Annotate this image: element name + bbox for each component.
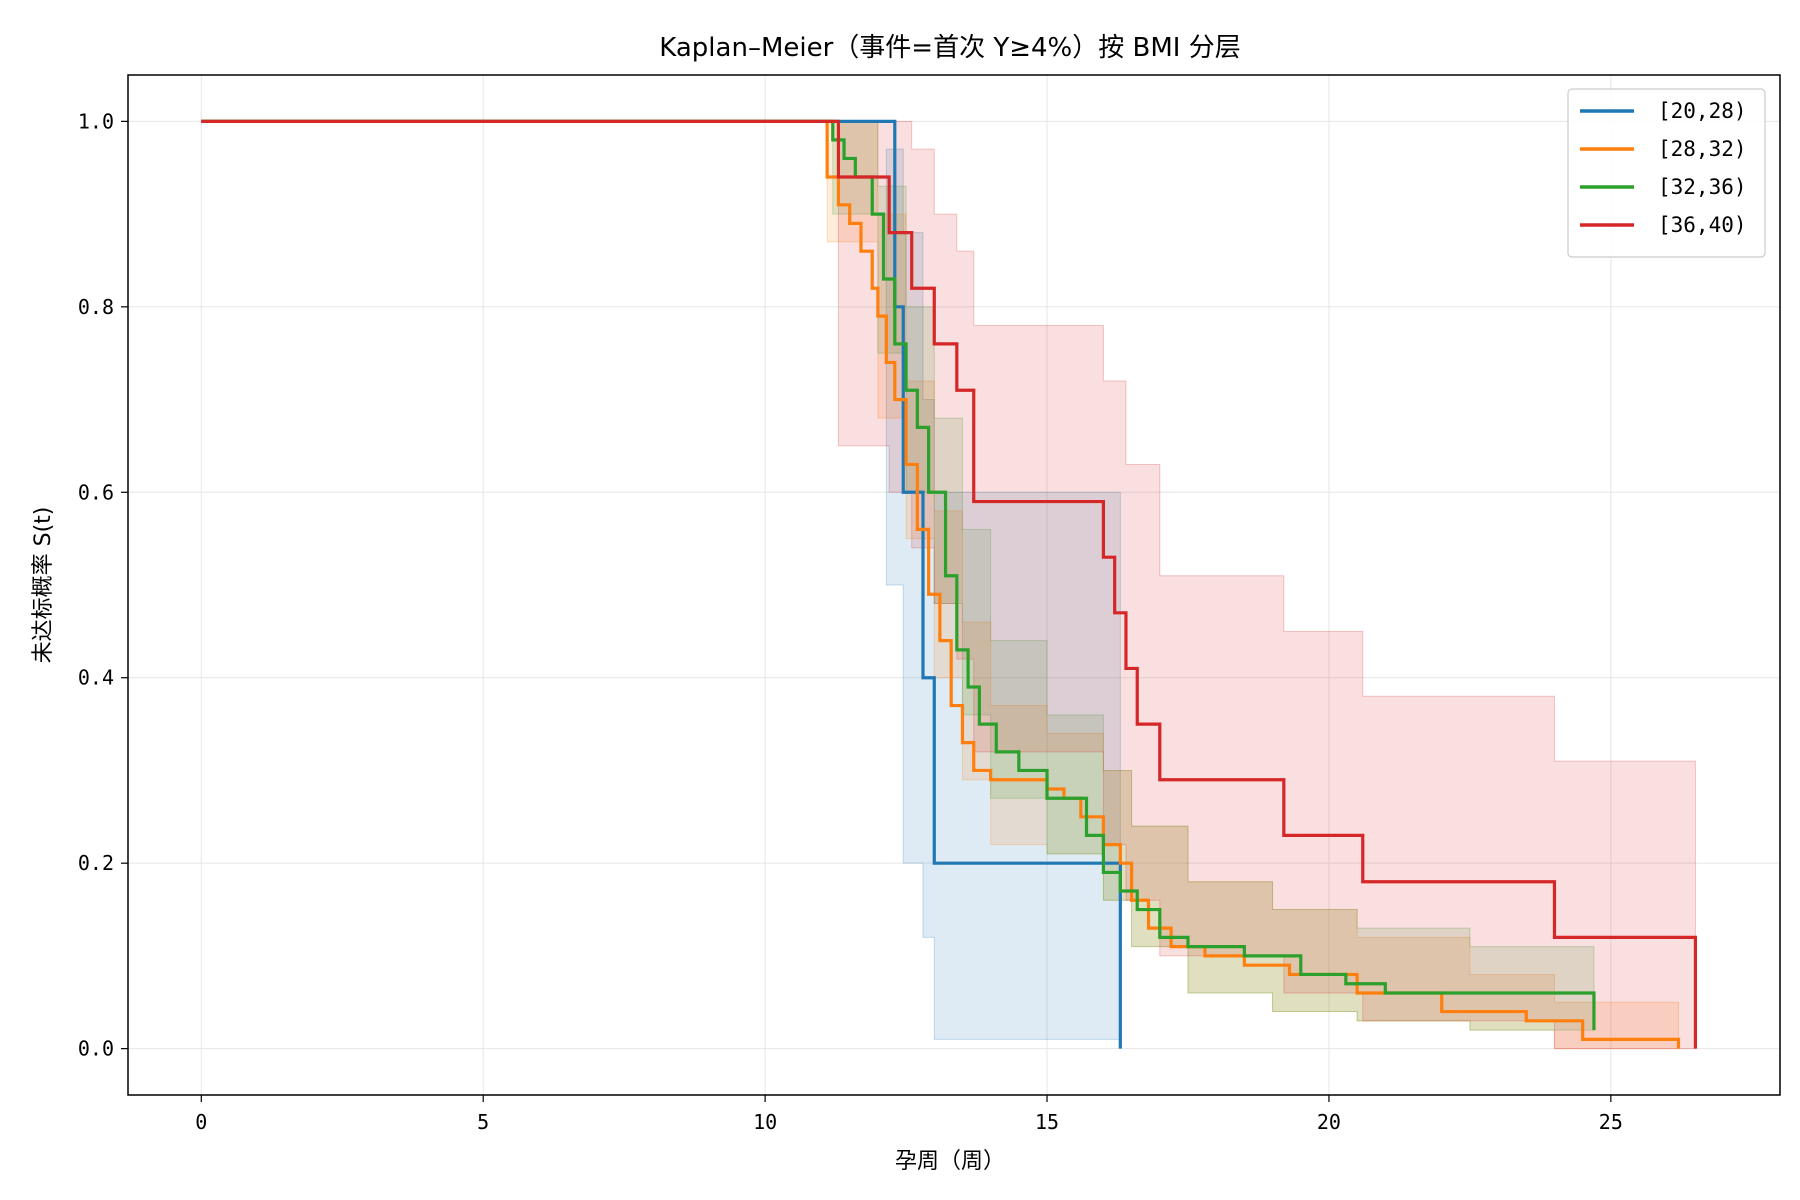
x-tick-label: 25 xyxy=(1599,1110,1623,1134)
series-line-0 xyxy=(201,119,1122,1049)
x-tick-label: 15 xyxy=(1035,1110,1059,1134)
x-axis-label: 孕周（周） xyxy=(895,1149,1005,1174)
series-line-1 xyxy=(201,119,1681,1049)
ci-band-0 xyxy=(885,148,1121,1049)
ci-band-1 xyxy=(826,120,1680,1050)
x-tick-label: 0 xyxy=(195,1110,207,1134)
confidence-bands xyxy=(826,120,1696,1050)
y-tick-label: 0.8 xyxy=(78,295,114,319)
legend: [20,28) [28,32) [32,36) [36,40) xyxy=(1567,88,1766,258)
y-tick-label: 1.0 xyxy=(78,109,114,133)
y-tick-label: 0.2 xyxy=(78,851,114,875)
legend-label: [28,32) xyxy=(1658,137,1747,161)
y-tick-label: 0.6 xyxy=(78,480,114,504)
grid xyxy=(128,75,1780,1095)
series-line-2 xyxy=(201,119,1596,1031)
x-tick-label: 10 xyxy=(753,1110,777,1134)
axis-ticks: 0 5 10 15 20 25 0.0 0.2 0.4 0.6 0.8 1.0 xyxy=(78,109,1623,1134)
y-tick-label: 0.4 xyxy=(78,666,114,690)
x-tick-label: 5 xyxy=(477,1110,489,1134)
legend-label: [32,36) xyxy=(1658,175,1747,199)
legend-label: [20,28) xyxy=(1658,99,1747,123)
legend-box xyxy=(1567,88,1766,258)
y-tick-label: 0.0 xyxy=(78,1037,114,1061)
legend-label: [36,40) xyxy=(1658,213,1747,237)
x-tick-label: 20 xyxy=(1317,1110,1341,1134)
survival-lines xyxy=(201,119,1698,1049)
y-axis-label: 未达标概率 S(t) xyxy=(31,507,56,664)
plot-frame xyxy=(127,74,1781,1096)
chart-title: Kaplan–Meier（事件=首次 Y≥4%）按 BMI 分层 xyxy=(659,33,1240,63)
series-line-3 xyxy=(201,119,1698,1049)
